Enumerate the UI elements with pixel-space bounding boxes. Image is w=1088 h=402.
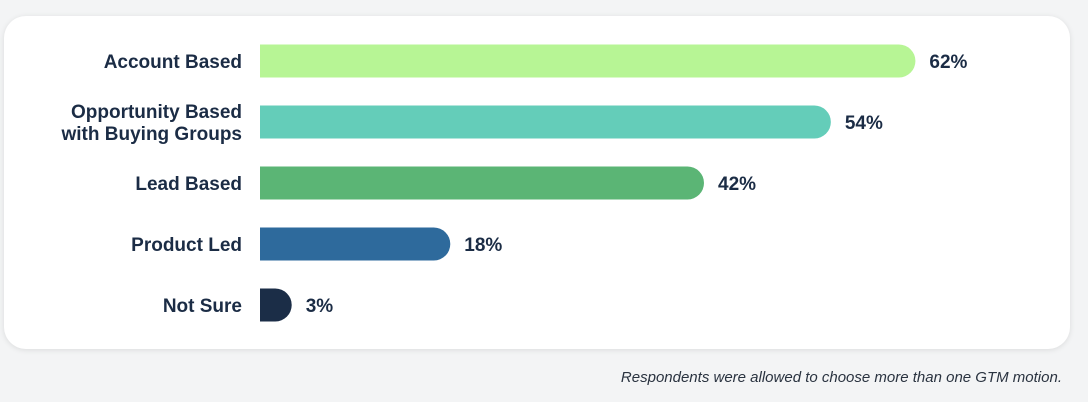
value-label-4: 3% — [306, 296, 334, 317]
chart-card: 62% Account Based 54% Opportunity Based with… — [4, 16, 1070, 349]
category-label-2: Lead Based — [135, 174, 242, 195]
category-label-3: Product Led — [131, 235, 242, 256]
category-label-0: Account Based — [104, 52, 242, 73]
bar-chart: 62% Account Based 54% Opportunity Based with… — [61, 44, 968, 322]
value-label-3: 18% — [464, 235, 502, 256]
value-label-0: 62% — [929, 52, 967, 73]
category-label-4: Not Sure — [163, 296, 242, 317]
bar-0 — [260, 44, 916, 78]
value-label-1: 54% — [845, 113, 883, 134]
bar-3 — [260, 227, 451, 261]
bar-1 — [260, 105, 831, 139]
value-label-2: 42% — [718, 174, 756, 195]
category-label-1: Opportunity Based with Buying Groups — [61, 102, 243, 145]
footnote: Respondents were allowed to choose more … — [620, 369, 1062, 386]
bar-2 — [260, 166, 704, 200]
bar-4 — [260, 288, 292, 322]
